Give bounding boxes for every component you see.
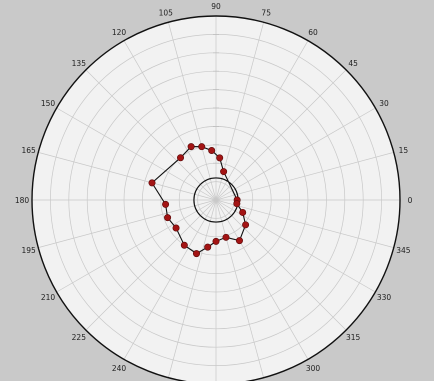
angle-tick-label: 90 [211,2,221,11]
data-point [220,168,228,176]
data-point [212,237,220,245]
angle-tick-label: 195 [21,246,36,255]
angle-tick-label: 345 [396,246,411,255]
angle-tick-label: 60 [308,28,318,37]
angle-tick-label: 105 [159,9,174,18]
angle-spoke [215,107,376,201]
angle-tick-label: 180 [15,196,30,205]
data-point [235,237,243,245]
angle-spoke [215,40,309,201]
data-point [216,154,224,162]
angle-spoke [123,199,217,360]
polar-grid [31,15,401,381]
data-point [233,200,241,208]
angle-spoke [215,199,394,248]
angle-spoke [56,107,217,201]
data-point [172,224,180,232]
angle-tick-label: 150 [41,99,56,108]
angle-spoke [215,69,347,201]
angle-tick-label: 15 [399,146,409,155]
angle-tick-label: 225 [72,333,87,342]
data-point [180,241,188,249]
data-point [208,147,216,155]
data-point [239,208,247,216]
angle-tick-label: 135 [72,59,87,68]
angle-spoke [168,199,217,378]
data-point [177,154,185,162]
angle-spoke [38,152,217,201]
data-point [204,243,212,251]
angle-spoke [85,199,217,331]
angle-spoke [215,199,347,331]
angle-tick-label: 0 [408,196,413,205]
data-point [242,221,250,229]
data-series [148,143,250,258]
angle-tick-label: 45 [348,59,358,68]
angle-tick-label: 75 [261,9,271,18]
data-point [162,200,170,208]
data-point [192,250,200,258]
angle-spoke [56,199,217,293]
angle-tick-labels: 0 15 30 45 60 75 90 105 120 135 150 165 180 195 210 225… [15,2,413,373]
data-point [187,143,195,151]
angle-spoke [215,152,394,201]
angle-spoke [215,199,264,378]
angle-spoke [85,69,217,201]
data-point [198,143,206,151]
angle-tick-label: 315 [346,333,361,342]
angle-spoke [215,199,309,360]
angle-spoke [38,199,217,248]
angle-tick-label: 165 [21,146,36,155]
angle-tick-label: 330 [377,293,392,302]
angle-tick-label: 30 [379,99,389,108]
angle-tick-label: 120 [112,28,127,37]
plot-outer-circle [31,15,401,381]
angle-spoke [168,22,217,201]
data-point [222,233,230,241]
angle-tick-label: 300 [306,364,321,373]
angle-spoke [123,40,217,201]
data-point [148,179,156,187]
angle-tick-label: 210 [41,293,56,302]
data-point [164,214,172,222]
angle-tick-label: 240 [112,364,127,373]
